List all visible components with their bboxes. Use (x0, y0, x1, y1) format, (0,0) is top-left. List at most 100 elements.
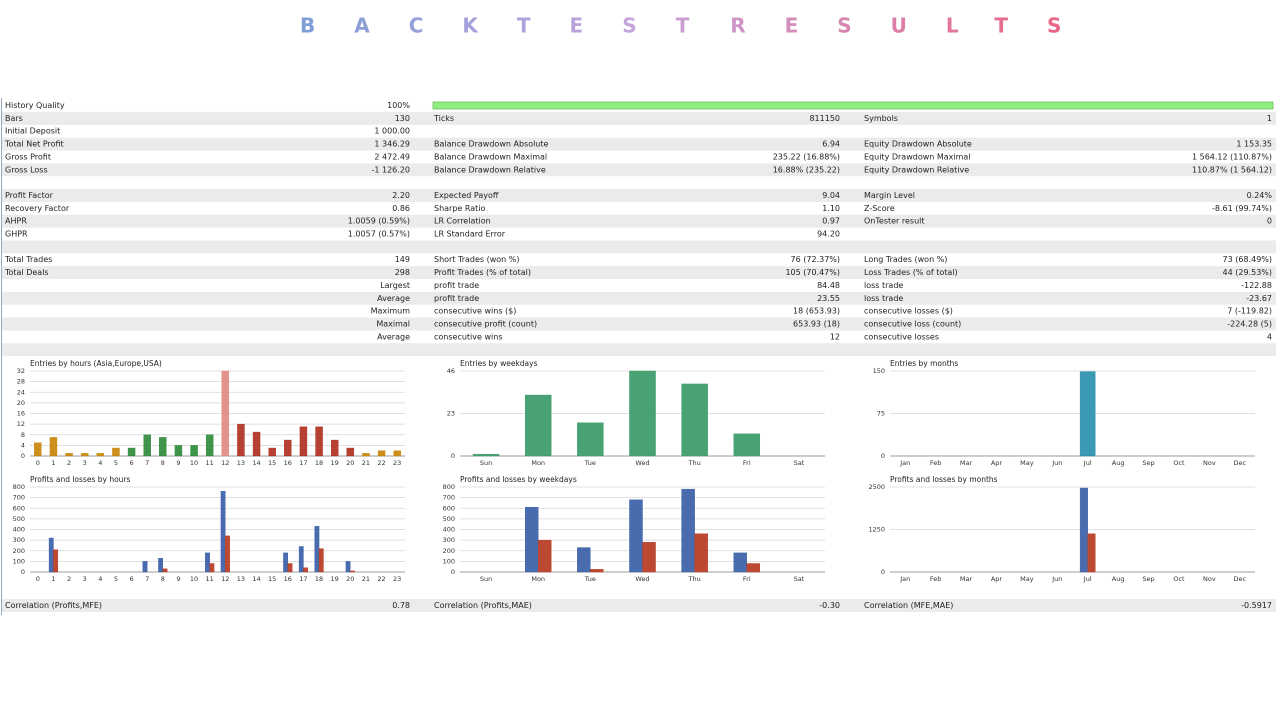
y-tick-label: 500 (443, 515, 455, 523)
row-background (2, 214, 1276, 228)
row-label: Balance Drawdown Absolute (434, 140, 549, 149)
row-value: 18 (653.93) (793, 307, 840, 316)
x-tick-label: 22 (377, 575, 385, 583)
row-value: 9.04 (822, 191, 840, 200)
row-label: consecutive profit (count) (434, 319, 537, 328)
bar (330, 439, 339, 457)
x-tick-label: 3 (83, 459, 87, 467)
row-value: 1 153.35 (1236, 140, 1272, 149)
bar (298, 546, 304, 573)
x-tick-label: 8 (161, 575, 165, 583)
row-value: 23.55 (817, 294, 840, 303)
bar (1087, 533, 1096, 573)
bar (314, 526, 320, 573)
x-tick-label: Jan (899, 575, 910, 583)
x-tick-label: 3 (83, 575, 87, 583)
bar (1079, 487, 1088, 573)
x-tick-label: 20 (346, 459, 354, 467)
y-tick-label: 500 (13, 515, 25, 523)
x-tick-label: Wed (635, 575, 649, 583)
row-value: 1.10 (822, 204, 840, 213)
row-background (2, 599, 1276, 612)
bar (143, 434, 151, 457)
row-label: Short Trades (won %) (434, 255, 520, 264)
bar (472, 453, 500, 457)
row-label: Total Trades (4, 255, 52, 264)
row-label: Profit Factor (5, 191, 54, 200)
x-tick-label: Apr (991, 575, 1003, 583)
row-value: 44 (29.53%) (1223, 268, 1272, 277)
bar (362, 453, 370, 457)
row-value: 12 (830, 332, 840, 341)
x-tick-label: 12 (221, 459, 229, 467)
bar (49, 437, 58, 457)
x-tick-label: 16 (284, 575, 292, 583)
x-tick-label: 12 (221, 575, 229, 583)
row-label: Gross Profit (5, 152, 51, 161)
y-tick-label: 16 (17, 410, 25, 418)
x-tick-label: 15 (268, 575, 276, 583)
chart-title: Profits and losses by hours (30, 475, 131, 484)
row-value: Maximal (376, 319, 410, 328)
x-tick-label: May (1020, 459, 1034, 467)
x-tick-label: Tue (584, 575, 596, 583)
x-tick-label: Wed (635, 459, 649, 467)
row-label: Bars (5, 114, 23, 123)
bar (318, 548, 324, 573)
row-label: Balance Drawdown Maximal (434, 152, 547, 161)
row-label: Symbols (864, 114, 898, 123)
row-background (2, 291, 1276, 305)
y-tick-label: 100 (443, 557, 455, 565)
row-label: Recovery Factor (5, 204, 70, 213)
y-tick-label: 75 (877, 410, 885, 418)
row-background (2, 240, 1276, 254)
y-tick-label: 300 (13, 536, 25, 544)
x-tick-label: 2 (67, 575, 71, 583)
row-value: 16.88% (235.22) (773, 165, 840, 174)
bar (681, 383, 708, 457)
bar (299, 426, 308, 457)
row-value: -0.5917 (1241, 601, 1272, 610)
y-tick-label: 28 (17, 378, 25, 386)
x-tick-label: Fri (743, 459, 751, 467)
x-tick-label: Thu (688, 459, 701, 467)
y-tick-label: 0 (881, 568, 885, 576)
row-label: AHPR (5, 217, 27, 226)
row-label: Correlation (MFE,MAE) (864, 601, 953, 610)
report-table: History Quality 100%Bars 130 Ticks 811150 Sym… (2, 101, 1276, 612)
row-value: 2.20 (392, 191, 410, 200)
bar (629, 370, 656, 457)
x-tick-label: Sun (480, 459, 492, 467)
y-tick-label: 0 (451, 568, 455, 576)
x-tick-label: Apr (991, 459, 1003, 467)
x-tick-label: 1 (51, 575, 55, 583)
x-tick-label: 0 (36, 575, 40, 583)
row-label: History Quality (5, 101, 65, 110)
y-tick-label: 46 (447, 367, 455, 375)
row-value: -23.67 (1246, 294, 1272, 303)
row-label: OnTester result (864, 217, 925, 226)
row-background (2, 189, 1276, 202)
bar (174, 445, 183, 457)
row-value: 298 (395, 268, 410, 277)
x-tick-label: Tue (584, 459, 596, 467)
row-value: 84.48 (817, 281, 840, 290)
bar (629, 499, 643, 573)
x-tick-label: 22 (377, 459, 385, 467)
row-value: 0.24% (1247, 191, 1273, 200)
row-value: 73 (68.49%) (1223, 255, 1272, 264)
row-label: consecutive losses (864, 332, 939, 341)
row-value: 0.86 (392, 204, 410, 213)
x-tick-label: 4 (98, 459, 102, 467)
row-value: 1.0059 (0.59%) (348, 217, 410, 226)
row-label: GHPR (5, 230, 28, 239)
y-tick-label: 150 (873, 367, 885, 375)
bar (112, 447, 120, 457)
y-tick-label: 100 (13, 557, 25, 565)
x-tick-label: 1 (51, 459, 55, 467)
x-tick-label: Mar (960, 575, 973, 583)
row-value: 4 (1267, 332, 1272, 341)
bar (577, 422, 604, 457)
x-tick-label: Jun (1051, 575, 1062, 583)
y-tick-label: 800 (443, 483, 455, 491)
